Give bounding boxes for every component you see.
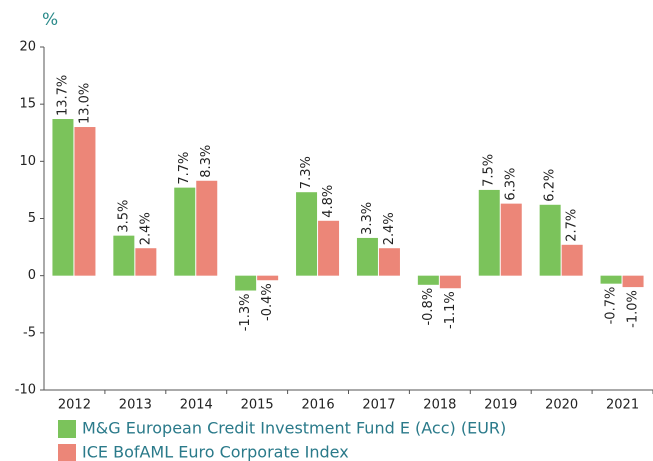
bar <box>356 237 378 276</box>
bar <box>561 244 583 276</box>
x-tick-label: 2020 <box>545 398 578 413</box>
data-label: 2.7% <box>565 209 580 242</box>
legend-label: ICE BofAML Euro Corporate Index <box>82 443 349 461</box>
legend-swatch <box>58 444 76 461</box>
bar <box>174 187 196 276</box>
data-label: 4.8% <box>321 185 336 218</box>
data-label: 13.7% <box>55 75 70 116</box>
x-tick-label: 2013 <box>119 398 152 413</box>
bar <box>257 275 279 281</box>
data-label: 7.5% <box>482 154 497 187</box>
bar <box>600 275 622 284</box>
bar <box>296 192 318 276</box>
bar <box>417 275 439 285</box>
y-tick-label: 0 <box>28 268 36 283</box>
data-label: 7.7% <box>177 152 192 185</box>
data-label: 8.3% <box>199 145 214 178</box>
bar <box>196 180 218 276</box>
x-tick-label: 2014 <box>180 398 213 413</box>
data-label: 7.3% <box>299 156 314 189</box>
y-tick-label: -5 <box>23 325 36 340</box>
bar <box>622 275 644 288</box>
y-tick-label: 10 <box>19 154 36 169</box>
x-tick-label: 2021 <box>606 398 639 413</box>
x-tick-label: 2015 <box>241 398 274 413</box>
bar <box>478 189 500 276</box>
bar <box>378 248 400 276</box>
bar <box>439 275 461 289</box>
data-label: 6.2% <box>543 169 558 202</box>
bar <box>113 235 135 276</box>
data-label: 6.3% <box>504 168 519 201</box>
y-tick-label: 5 <box>28 211 36 226</box>
legend-swatch <box>58 420 76 438</box>
data-label: -1.1% <box>443 291 458 329</box>
x-tick-label: 2012 <box>58 398 91 413</box>
bar <box>318 220 340 276</box>
y-tick-label: -10 <box>15 383 36 398</box>
bar <box>235 275 257 291</box>
bar <box>52 119 74 276</box>
data-label: 3.5% <box>116 200 131 233</box>
data-label: 2.4% <box>382 212 397 245</box>
data-label: 2.4% <box>138 212 153 245</box>
bar <box>135 248 157 276</box>
x-tick-label: 2018 <box>423 398 456 413</box>
data-label: -0.8% <box>421 288 436 326</box>
data-label: -1.3% <box>238 294 253 332</box>
data-label: -0.4% <box>260 283 275 321</box>
x-tick-label: 2017 <box>362 398 395 413</box>
data-label: -0.7% <box>604 287 619 325</box>
y-tick-label: 15 <box>19 97 36 112</box>
data-label: 3.3% <box>360 202 375 235</box>
bar <box>539 204 561 276</box>
x-tick-label: 2019 <box>484 398 517 413</box>
x-tick-label: 2016 <box>302 398 335 413</box>
bar <box>500 203 522 276</box>
y-tick-label: 20 <box>19 40 36 55</box>
bar <box>74 127 96 276</box>
legend-label: M&G European Credit Investment Fund E (A… <box>82 419 506 438</box>
data-label: 13.0% <box>77 83 92 124</box>
y-axis-label: % <box>42 10 58 30</box>
data-label: -1.0% <box>626 290 641 328</box>
